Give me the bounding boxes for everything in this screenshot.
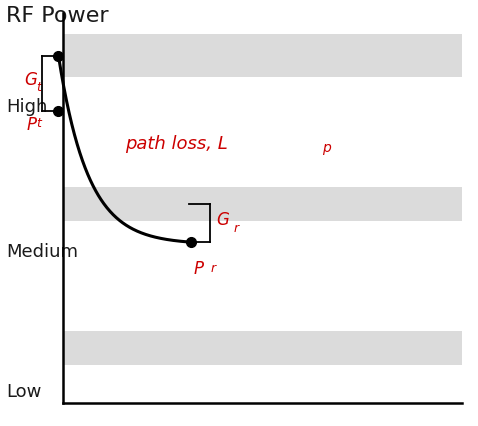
Text: Low: Low [6, 382, 42, 400]
Text: G: G [24, 71, 37, 89]
Text: path loss, L: path loss, L [125, 134, 228, 152]
Text: t: t [36, 81, 41, 93]
Text: G: G [216, 210, 229, 228]
Text: P: P [194, 259, 204, 277]
Text: p: p [322, 141, 331, 154]
Text: RF Power: RF Power [6, 6, 109, 26]
Text: High: High [6, 98, 47, 116]
Text: Medium: Medium [6, 242, 78, 260]
Bar [63, 35, 462, 78]
Bar [63, 331, 462, 366]
Text: r: r [210, 262, 216, 275]
Bar [63, 187, 462, 222]
Text: t: t [36, 117, 41, 130]
Text: r: r [233, 222, 239, 234]
Text: P: P [27, 115, 37, 134]
